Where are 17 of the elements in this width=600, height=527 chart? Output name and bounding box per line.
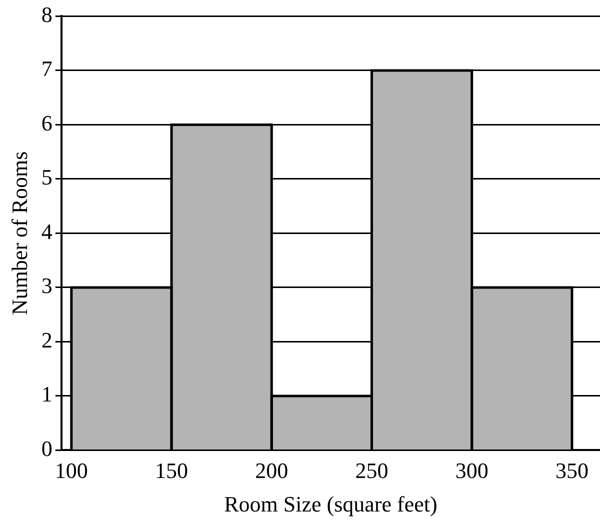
- x-axis-title: Room Size (square feet): [224, 492, 438, 517]
- y-tick-label: 7: [41, 56, 52, 82]
- x-tick-label: 200: [255, 458, 288, 484]
- x-tick-label: 300: [455, 458, 488, 484]
- x-tick-label: 150: [155, 458, 188, 484]
- y-tick-label: 1: [41, 382, 52, 407]
- y-tick-label: 0: [41, 436, 52, 461]
- y-tick-label: 2: [41, 327, 52, 352]
- y-tick-label: 3: [41, 273, 52, 298]
- x-tick-label: 100: [54, 458, 88, 484]
- x-tick-label: 350: [555, 458, 588, 484]
- y-tick-label: 6: [41, 110, 52, 136]
- x-tick-label: 250: [355, 458, 388, 484]
- y-tick-label: 5: [41, 164, 52, 190]
- y-axis-title: Number of Rooms: [6, 151, 32, 316]
- y-tick-label: 4: [41, 218, 52, 244]
- y-tick-label: 8: [41, 2, 52, 27]
